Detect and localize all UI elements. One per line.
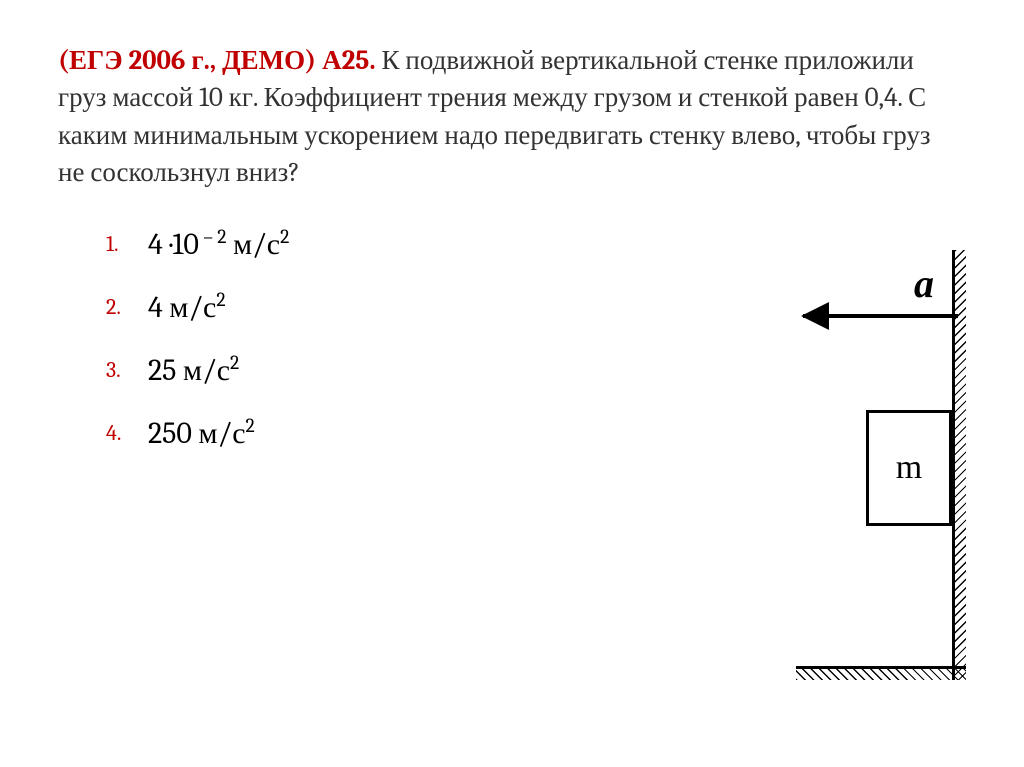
problem-heading: (ЕГЭ 2006 г., ДЕМО) А25. (58, 45, 376, 76)
acceleration-label: a (914, 260, 934, 307)
vertical-wall (952, 250, 966, 680)
option-3-pre: 25 м/с (148, 353, 230, 388)
option-2-sq: 2 (216, 288, 225, 311)
option-1-post: м/с (226, 227, 280, 262)
horizontal-floor (796, 666, 966, 680)
problem-text: (ЕГЭ 2006 г., ДЕМО) А25. К подвижной вер… (58, 42, 958, 191)
option-1-pre: 4 ·10 (148, 227, 199, 262)
option-2-pre: 4 м/с (148, 290, 216, 325)
option-3-sq: 2 (230, 351, 239, 374)
acceleration-arrow-icon (803, 314, 958, 318)
physics-figure: a m (786, 250, 966, 710)
option-1-sq: 2 (280, 225, 289, 248)
option-4-sq: 2 (246, 414, 255, 437)
option-4-pre: 250 м/с (148, 416, 246, 451)
mass-box: m (866, 410, 952, 526)
option-1-exp: – 2 (199, 225, 227, 248)
mass-label: m (896, 449, 922, 487)
